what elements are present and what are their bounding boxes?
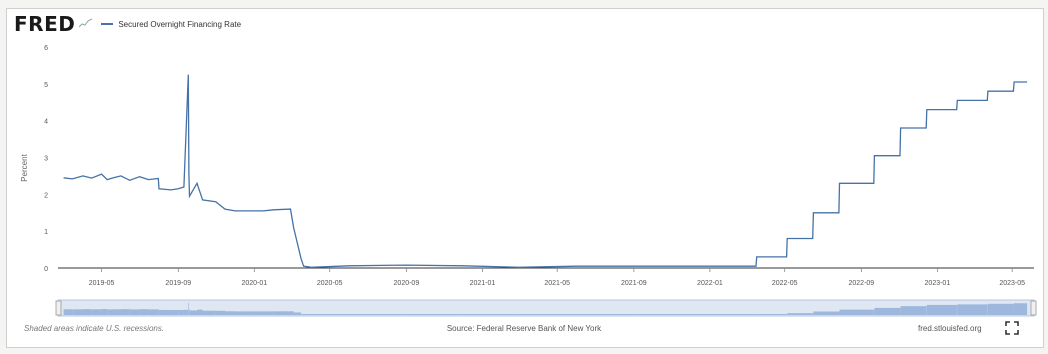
navigator-bar [1013, 303, 1015, 315]
navigator-bar [957, 304, 988, 315]
fred-logo[interactable]: FRED [14, 12, 76, 36]
navigator-bar [812, 313, 814, 315]
navigator-bar [139, 309, 149, 315]
navigator-bar [273, 311, 291, 315]
y-axis-label: Percent [20, 153, 29, 181]
y-tick-label: 0 [44, 266, 48, 273]
navigator-bar [1014, 303, 1028, 315]
navigator-bar [129, 309, 140, 315]
x-tick-label: 2022-01 [697, 280, 723, 287]
x-tick-label: 2022-09 [849, 280, 875, 287]
navigator-bar [519, 314, 577, 315]
navigator-bar [196, 309, 203, 315]
x-axis: 2019-05 2019-09 2020-01 2020-05 2020-09 2021-… [89, 268, 1025, 287]
navigator-bar [158, 309, 171, 315]
navigator-bar [756, 314, 787, 315]
navigator-bar [873, 309, 875, 315]
navigator-bar [926, 304, 957, 315]
navigator-bar [120, 309, 130, 315]
x-tick-label: 2022-05 [772, 280, 798, 287]
recession-note: Shaded areas indicate U.S. recessions. [24, 324, 165, 333]
navigator-bar [189, 310, 197, 315]
x-tick-label: 2021-05 [544, 280, 570, 287]
navigator-bar [183, 309, 189, 315]
navigator-bar [406, 314, 464, 315]
y-axis: 0 1 2 3 4 5 6 [44, 45, 48, 273]
navigator-bar [926, 306, 927, 315]
navigator-bar [756, 314, 757, 315]
navigator-bar [225, 311, 236, 315]
navigator-bar [148, 309, 159, 315]
navigator-bar [709, 314, 757, 315]
chart-frame [6, 8, 1044, 348]
x-tick-label: 2020-05 [317, 280, 343, 287]
legend-series-label[interactable]: Secured Overnight Financing Rate [118, 19, 242, 29]
navigator-bar [158, 309, 159, 315]
navigator-bar [82, 309, 92, 315]
series-line[interactable] [63, 74, 1028, 268]
x-tick-label: 2023-05 [999, 280, 1025, 287]
navigator-bar [838, 311, 840, 315]
navigator-bar [813, 311, 839, 315]
navigator-bar [107, 309, 114, 315]
navigator-bar [202, 310, 216, 315]
navigator-bar [786, 314, 788, 315]
navigator-bar [188, 302, 189, 315]
navigator-bar [874, 307, 901, 315]
x-tick-label: 2021-01 [470, 280, 496, 287]
navigator-bar [900, 307, 901, 315]
y-tick-label: 3 [44, 156, 48, 163]
y-tick-label: 5 [44, 82, 48, 89]
navigator-bar [170, 310, 179, 315]
navigator-bar [178, 309, 184, 315]
navigator-bar [91, 309, 102, 315]
x-tick-label: 2020-09 [394, 280, 420, 287]
x-tick-label: 2021-09 [621, 280, 647, 287]
x-tick-label: 2023-01 [925, 280, 951, 287]
x-tick-label: 2019-05 [89, 280, 115, 287]
navigator-bar [101, 309, 108, 315]
source-text: Source: Federal Reserve Bank of New York [446, 324, 602, 333]
y-tick-label: 2 [44, 192, 48, 199]
navigator-bar [349, 314, 407, 315]
navigator-bar [633, 314, 710, 315]
navigator-bar [311, 314, 350, 315]
navigator-bar [303, 314, 312, 315]
navigator-bar [987, 303, 1014, 315]
y-tick-label: 6 [44, 45, 48, 52]
navigator-bar [839, 309, 874, 315]
fullscreen-icon[interactable] [1005, 321, 1019, 335]
navigator-bar [290, 311, 294, 315]
navigator-bar [263, 311, 274, 315]
navigator-bar [253, 311, 264, 315]
navigator-bar [215, 310, 226, 315]
navigator[interactable] [55, 299, 1037, 317]
navigator-bar [301, 314, 304, 315]
navigator-bar [987, 304, 988, 315]
navigator-bar [463, 314, 520, 315]
chart-header: FRED Secured Overnight Financing Rate [14, 12, 241, 36]
graph-icon [78, 15, 93, 33]
y-tick-label: 1 [44, 229, 48, 236]
navigator-bars [63, 302, 1028, 315]
y-tick-label: 4 [44, 119, 48, 126]
navigator-bar [576, 314, 634, 315]
navigator-bar [113, 309, 121, 315]
navigator-bar [72, 309, 83, 315]
site-link[interactable]: fred.stlouisfed.org [918, 324, 982, 333]
x-tick-label: 2020-01 [241, 280, 267, 287]
legend-swatch [101, 23, 114, 25]
navigator-bar [293, 312, 302, 315]
navigator-bar [188, 309, 190, 315]
x-tick-label: 2019-09 [165, 280, 191, 287]
navigator-left-handle[interactable] [55, 300, 62, 316]
navigator-bar [787, 313, 813, 315]
navigator-bar [63, 309, 73, 315]
navigator-bar [235, 311, 254, 315]
navigator-bar [900, 306, 927, 315]
navigator-right-handle[interactable] [1030, 300, 1037, 316]
navigator-bar [956, 304, 958, 315]
